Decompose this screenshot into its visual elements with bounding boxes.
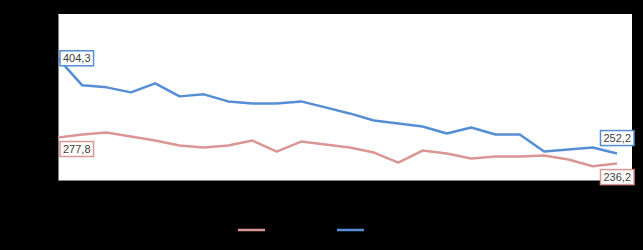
legend bbox=[238, 230, 364, 231]
series-line bbox=[58, 133, 617, 167]
legend-swatch bbox=[337, 229, 364, 232]
data-labels: 277,8 236,2 404,3 252,2 bbox=[60, 51, 634, 185]
series-line bbox=[58, 58, 617, 153]
data-label-text: 404,3 bbox=[63, 52, 91, 64]
data-label-box bbox=[60, 142, 94, 157]
data-label: 236,2 bbox=[600, 170, 634, 185]
data-label: 252,2 bbox=[600, 131, 634, 146]
axis-line bbox=[58, 15, 59, 181]
axis-line bbox=[59, 180, 618, 181]
legend-swatch bbox=[238, 229, 265, 232]
data-label-box bbox=[600, 131, 634, 146]
data-label-box bbox=[60, 51, 94, 66]
data-label-box bbox=[600, 170, 634, 185]
y-axis bbox=[58, 15, 59, 181]
data-label-text: 277,8 bbox=[63, 143, 91, 155]
background bbox=[0, 0, 643, 250]
data-label: 277,8 bbox=[60, 142, 94, 157]
chart: 277,8 236,2 404,3 252,2 bbox=[0, 0, 643, 250]
x-axis bbox=[59, 180, 618, 181]
data-label: 404,3 bbox=[60, 51, 94, 66]
data-label-text: 236,2 bbox=[603, 171, 631, 183]
series-group bbox=[58, 58, 617, 166]
data-label-text: 252,2 bbox=[603, 132, 631, 144]
plot-area bbox=[58, 14, 632, 180]
